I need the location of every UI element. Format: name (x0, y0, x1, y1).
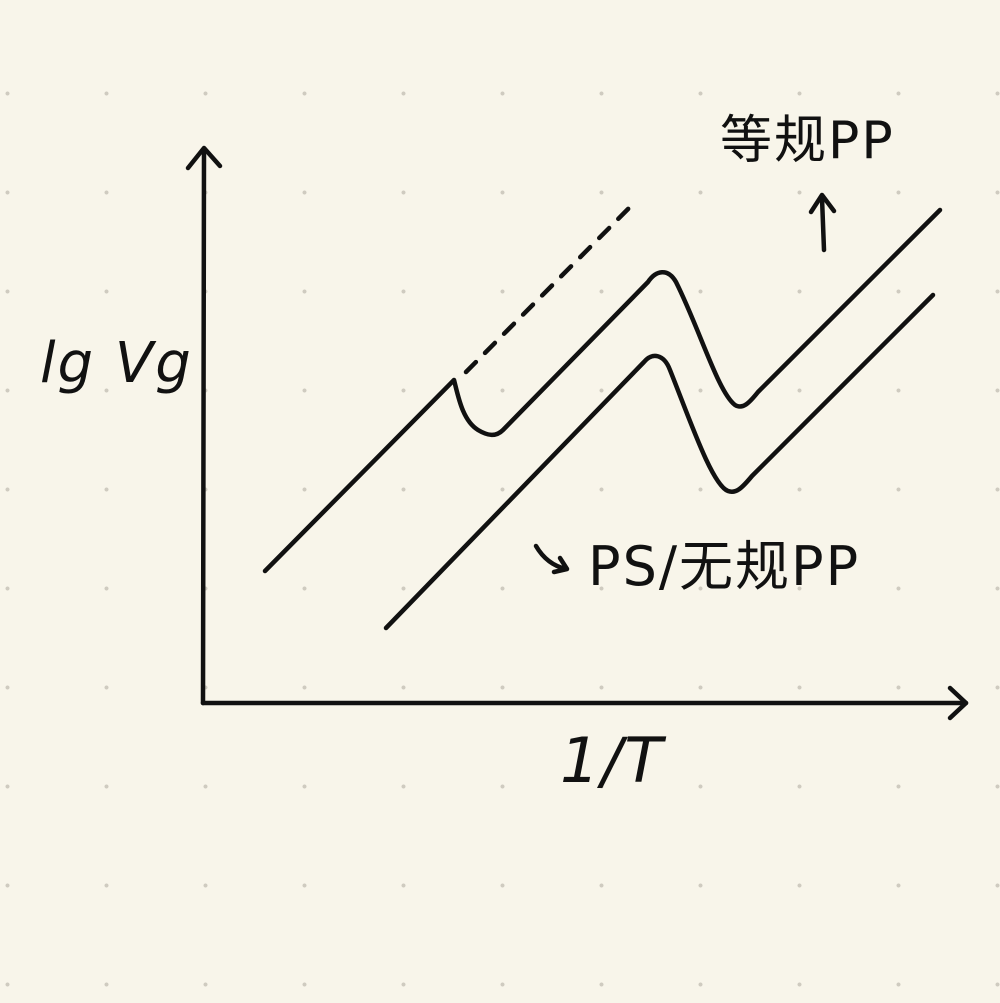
upper-curve-label: 等规PP (720, 111, 895, 171)
y-axis (185, 145, 223, 706)
x-axis-label: 1/T (560, 724, 665, 797)
curved-arrow-icon (533, 543, 570, 575)
upper-curve (262, 198, 943, 574)
lower-curve (383, 292, 936, 631)
lower-curve-label: PS/无规PP (588, 535, 861, 598)
up-arrow-icon (808, 192, 837, 253)
x-axis (200, 685, 969, 721)
lower-curve-line (383, 292, 936, 631)
y-axis-label: lg Vg (40, 331, 193, 396)
x-axis-arrowhead (947, 685, 969, 721)
upper-curve-line (262, 207, 943, 574)
y-axis-line (200, 147, 207, 706)
y-axis-arrowhead (185, 145, 223, 171)
upper-curve-extrapolation (463, 198, 639, 375)
